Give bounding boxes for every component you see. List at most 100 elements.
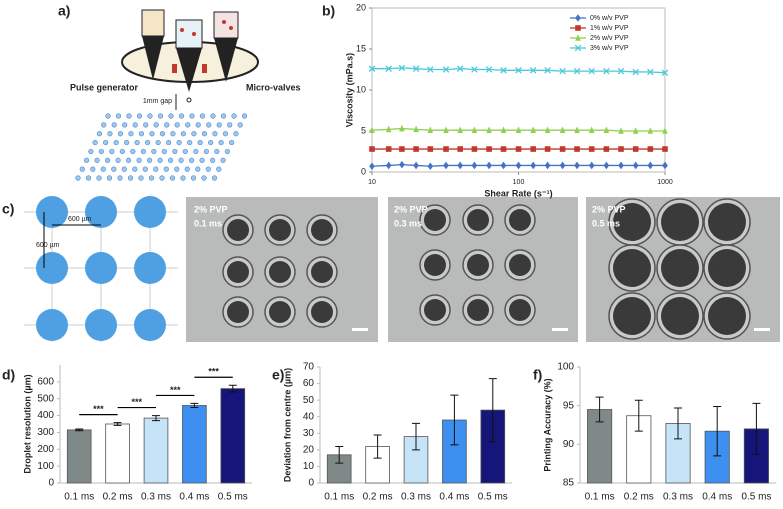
droplet-core: [467, 254, 489, 276]
substrate-dot: [126, 113, 132, 119]
substrate-dot: [180, 175, 186, 181]
y-tick-label: 0: [308, 478, 314, 489]
droplet-core: [467, 209, 489, 231]
x-tick-label: 100: [513, 179, 525, 186]
bar: [220, 388, 246, 484]
droplet-core: [227, 261, 249, 283]
substrate-dot: [155, 139, 161, 146]
substrate-dot: [237, 122, 243, 128]
marker: [399, 146, 405, 152]
panel-label: c): [2, 201, 14, 217]
droplet: [186, 97, 192, 103]
substrate-dot: [149, 131, 155, 137]
x-tick-label: 0.2 ms: [103, 492, 133, 503]
marker: [575, 14, 581, 22]
particle: [229, 26, 233, 30]
marker: [559, 126, 566, 133]
marker: [647, 146, 654, 152]
marker: [575, 25, 581, 31]
substrate-dot: [128, 131, 134, 137]
marker: [500, 146, 507, 152]
printed-dot: [36, 196, 68, 228]
marker: [515, 161, 522, 170]
marker: [369, 162, 375, 171]
marker: [573, 67, 581, 75]
droplet-core: [311, 219, 333, 241]
substrate-dot: [138, 175, 144, 181]
substrate-dot: [83, 157, 90, 163]
substrate-dot: [190, 175, 197, 181]
x-axis-label: Shear Rate (s⁻¹): [484, 188, 552, 198]
substrate-dot: [231, 113, 237, 119]
substrate-dot: [88, 148, 94, 155]
y-tick-label: 15: [356, 43, 366, 53]
substrate-dot: [169, 175, 176, 181]
error-bar: [752, 402, 761, 455]
substrate-dot: [115, 113, 122, 119]
y-tick-label: 500: [37, 393, 54, 404]
marker: [529, 67, 537, 74]
marker: [632, 127, 639, 134]
printed-dot: [134, 196, 166, 228]
droplet-core: [661, 203, 699, 241]
marker: [412, 65, 420, 72]
y-axis-label: Deviation from centre (µm): [282, 368, 292, 482]
syringe: [175, 19, 203, 49]
printed-dot: [85, 252, 117, 284]
marker: [515, 146, 522, 152]
droplet-core: [509, 209, 531, 231]
error-bar: [634, 399, 643, 432]
substrate-dot: [143, 122, 149, 128]
marker: [603, 146, 610, 152]
marker: [588, 67, 595, 75]
marker: [385, 65, 392, 72]
marker: [471, 161, 478, 170]
droplet-core: [661, 249, 699, 287]
panel-label: e): [272, 367, 284, 383]
marker: [603, 126, 610, 133]
marker: [588, 126, 595, 133]
substrate-dot: [117, 175, 123, 181]
marker: [443, 161, 449, 170]
substrate-dot: [85, 175, 92, 181]
particle: [222, 20, 226, 24]
printed-dot: [36, 309, 68, 341]
substrate-dot: [201, 131, 208, 137]
marker: [647, 161, 654, 170]
substrate-dot: [195, 166, 201, 172]
substrate-dot: [79, 166, 85, 172]
y-tick-label: 20: [356, 2, 366, 12]
substrate-dot: [241, 113, 248, 119]
error-bar: [335, 446, 344, 464]
substrate-dot: [104, 157, 111, 163]
substrate-dot: [199, 157, 205, 163]
substrate-dot: [151, 148, 157, 155]
grid-label: 600 µm: [68, 216, 92, 223]
panel-label: d): [2, 367, 15, 383]
substrate-dot: [148, 175, 155, 181]
marker: [544, 161, 551, 170]
substrate-dot: [90, 166, 96, 172]
substrate-dot: [94, 157, 100, 163]
micrograph-label: 2% PVP: [194, 204, 228, 214]
error-bar: [412, 422, 420, 451]
error-bar: [595, 396, 604, 423]
substrate-dot: [136, 113, 143, 119]
marker: [457, 161, 464, 170]
substrate-dot: [195, 122, 201, 128]
substrate-dot: [206, 122, 212, 128]
substrate-dot: [115, 157, 121, 163]
printed-dot: [85, 196, 117, 228]
printed-dot: [134, 309, 166, 341]
substrate-dot: [180, 131, 187, 137]
substrate-dot: [193, 148, 199, 155]
legend-label: 0% w/v PVP: [590, 15, 629, 22]
nozzle: [214, 38, 238, 82]
marker: [544, 126, 551, 133]
substrate-dot: [227, 122, 233, 128]
substrate-dot: [233, 131, 239, 137]
marker: [530, 161, 537, 170]
marker: [413, 146, 419, 152]
x-tick-label: 0.2 ms: [624, 492, 654, 503]
marker: [485, 66, 493, 73]
